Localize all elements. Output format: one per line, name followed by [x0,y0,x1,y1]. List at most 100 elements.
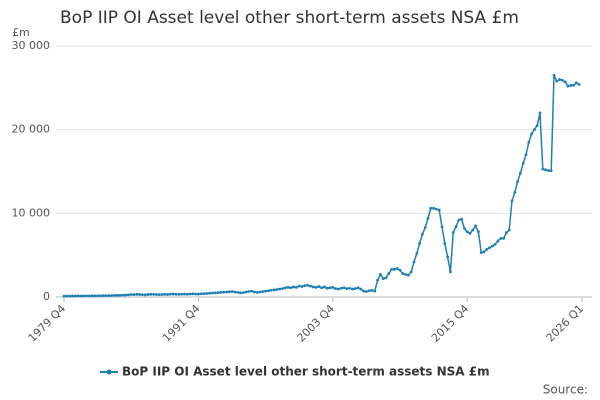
data-point [538,111,542,115]
data-point [443,242,447,245]
data-point [93,294,97,298]
data-point [463,226,466,230]
data-point [115,293,119,297]
data-point [569,83,573,87]
data-point [429,206,433,210]
data-point [496,239,500,243]
data-point [446,255,449,259]
legend-marker [106,369,112,375]
data-point [353,287,357,291]
data-point [143,293,147,297]
data-point [390,267,393,271]
data-point [524,153,528,157]
data-point [566,84,570,88]
data-point [87,294,91,298]
data-point [485,247,489,251]
data-point [502,237,505,240]
data-point [477,230,480,234]
data-point [121,293,125,297]
data-point [575,81,578,85]
data-point [303,284,307,288]
data-point [513,191,517,194]
data-point [236,290,240,294]
data-point [561,78,564,82]
data-point [479,251,483,255]
data-point [474,224,477,228]
data-point [253,290,256,294]
data-point [185,292,189,296]
data-point [421,232,424,236]
data-point [337,287,340,291]
data-point [177,293,181,296]
data-point [418,242,421,245]
data-point [457,218,461,222]
data-point [426,216,430,220]
data-point [328,286,332,290]
data-point [169,292,172,296]
data-point [163,292,167,296]
data-point [393,267,396,271]
data-point [180,292,184,296]
data-point [289,286,293,290]
data-point [233,290,237,294]
data-point [404,273,407,276]
data-point [208,291,212,295]
data-point [171,292,175,296]
data-point [216,291,220,295]
x-tick-label: 2026 Q1 [544,302,587,345]
data-point [334,287,337,291]
data-point [149,292,153,296]
data-point [387,272,391,275]
data-point [365,290,368,293]
data-point [454,225,458,229]
data-point [359,287,363,291]
data-point [124,293,127,297]
data-point [577,83,581,86]
data-point [362,289,365,293]
data-point [292,285,295,289]
data-point [166,293,170,296]
data-point [306,283,309,287]
data-point [331,285,335,289]
data-point [356,286,360,290]
data-point [409,270,413,274]
data-point [250,289,254,293]
x-tick-label: 1991 Q4 [160,302,203,345]
data-point [202,292,206,296]
data-point [71,294,74,298]
data-point [437,208,441,212]
y-axis-unit: £m [12,26,30,39]
data-point [535,124,539,127]
data-point [152,293,156,296]
data-point [370,288,374,292]
data-point [104,294,108,298]
data-point [65,294,69,298]
y-tick-label: 30 000 [12,39,51,52]
data-point [269,288,273,292]
data-point [547,169,550,173]
data-point [96,294,99,298]
data-point [471,228,475,232]
y-tick-label: 10 000 [12,206,51,219]
x-tick-label: 2003 Q4 [295,302,338,345]
data-point [309,284,312,288]
data-point [281,287,284,291]
data-point [314,285,318,289]
data-point [572,83,575,87]
data-point [342,286,346,290]
data-point [558,78,561,81]
data-point [194,292,198,296]
data-point [345,287,349,291]
data-point [219,290,223,294]
data-point [440,225,444,229]
x-tick-label: 2015 Q4 [429,302,472,345]
data-point [533,128,536,132]
data-point [373,289,377,293]
data-point [197,292,200,296]
data-point [398,268,402,272]
data-point [205,292,209,295]
y-tick-label: 20 000 [12,123,51,136]
data-point [465,230,469,234]
data-point [68,294,71,298]
